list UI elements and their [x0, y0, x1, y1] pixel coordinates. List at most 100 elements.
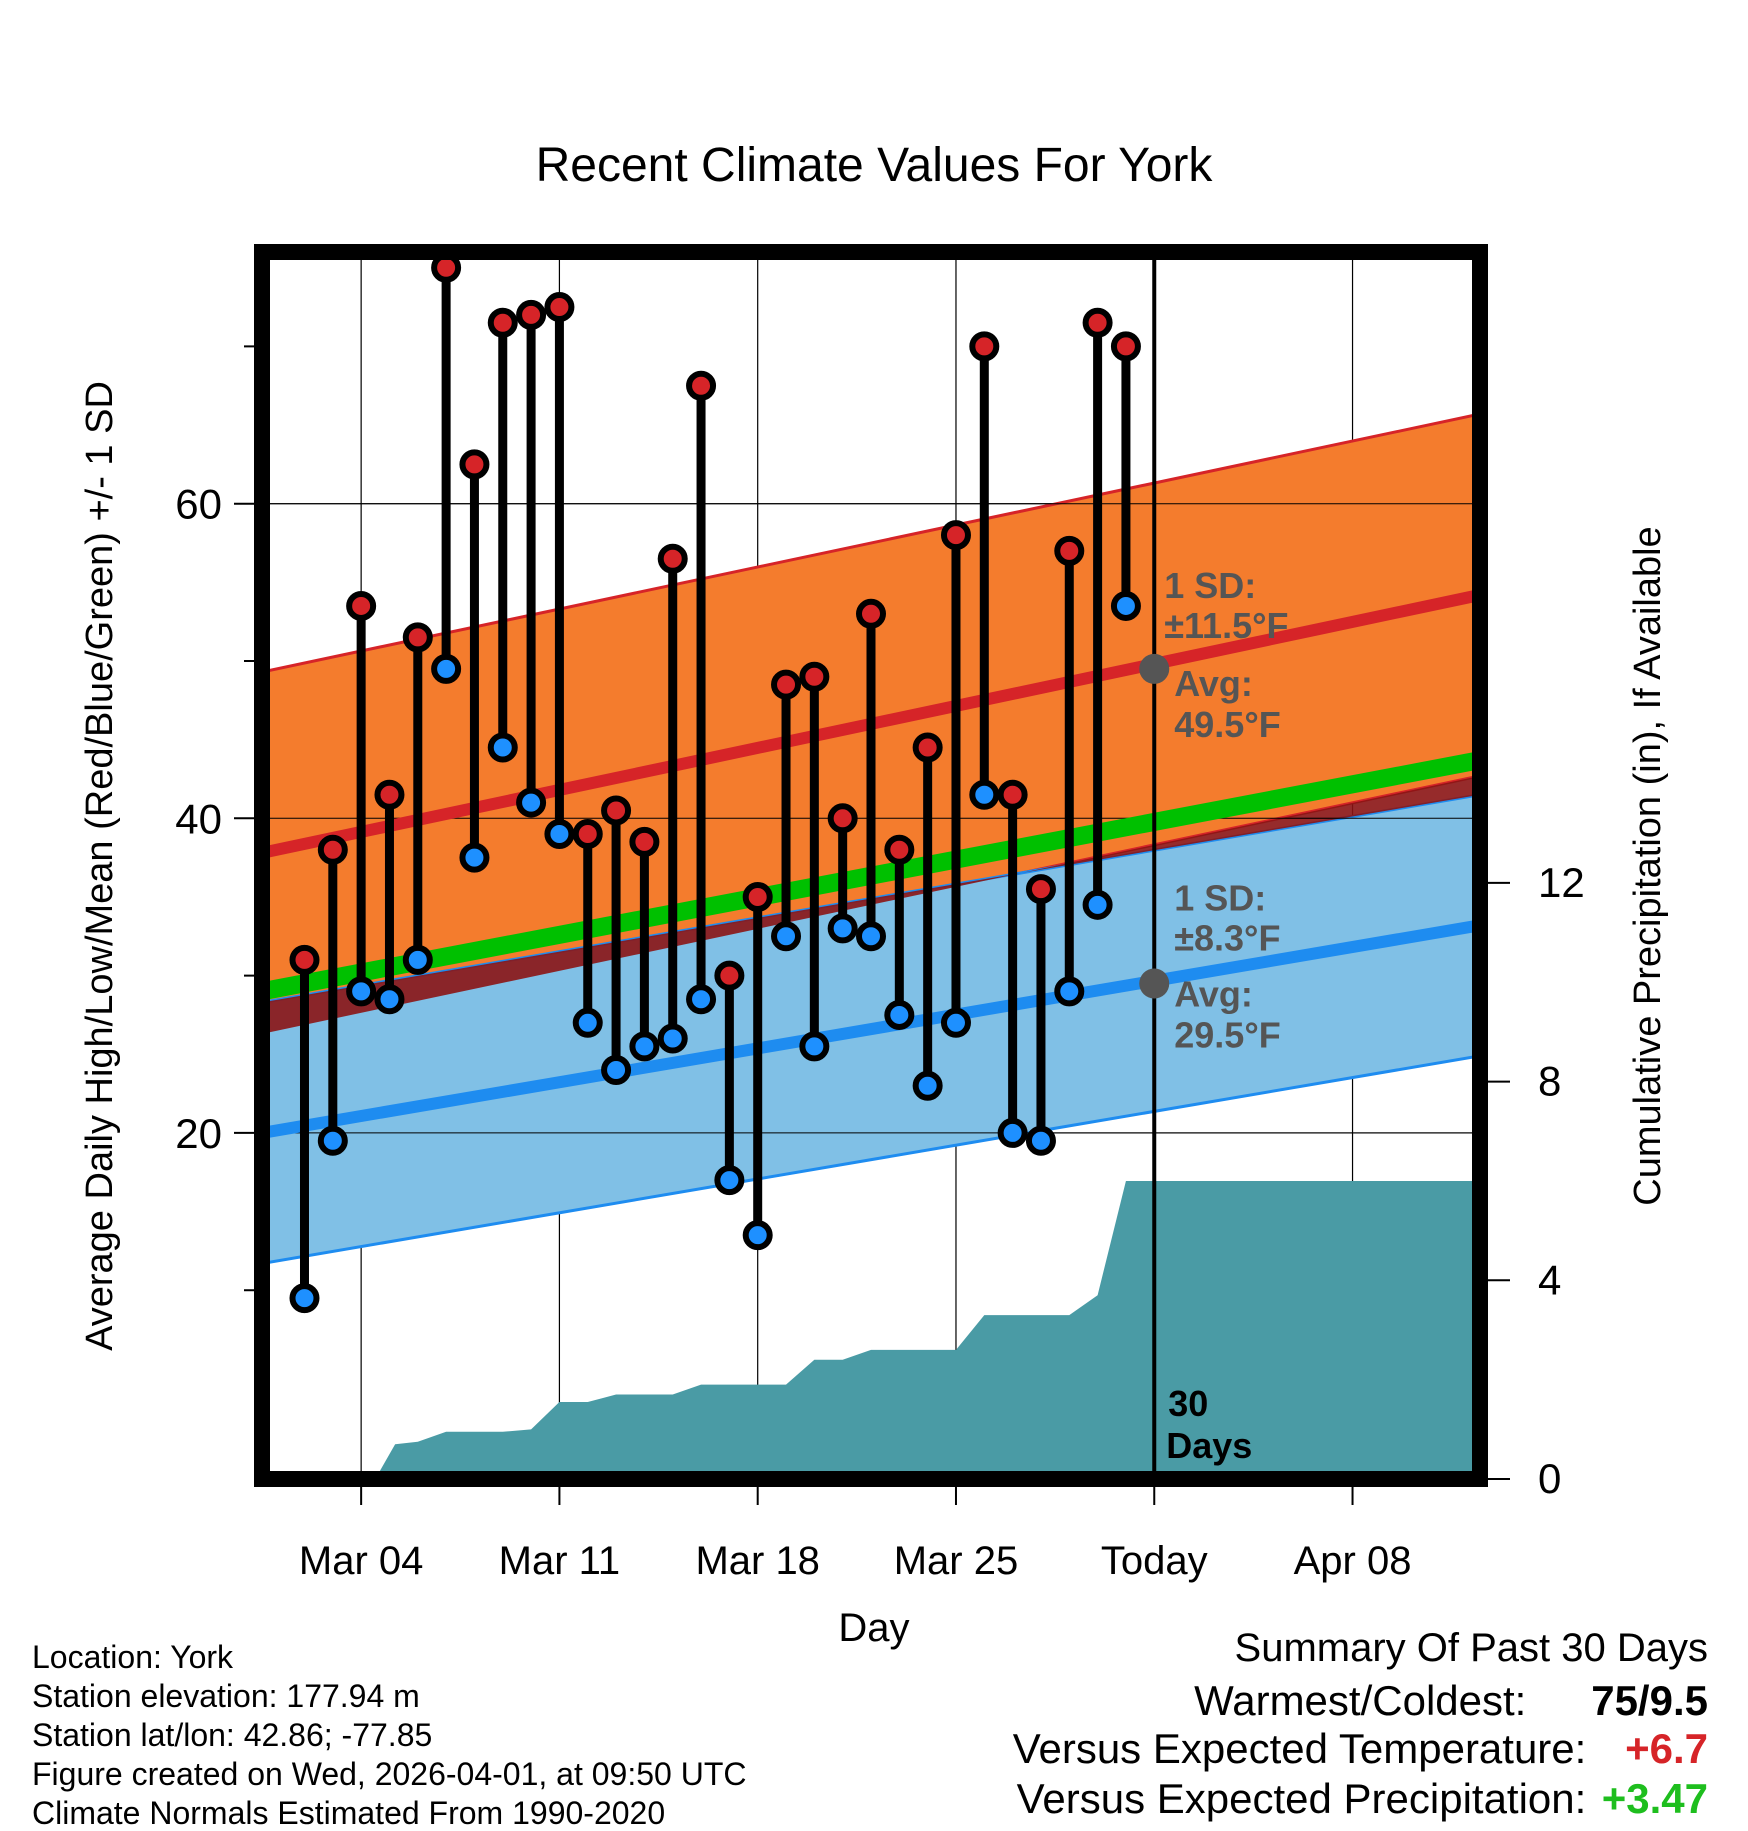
daily-high-point — [544, 292, 575, 323]
daily-high-point — [969, 331, 1000, 362]
daily-high-point — [884, 834, 915, 865]
daily-high-point — [346, 590, 377, 621]
y-tick-label: 20 — [175, 1110, 222, 1157]
daily-high-point — [601, 795, 632, 826]
summary-temp-value: +6.7 — [1625, 1725, 1708, 1772]
x-tick-label: Mar 18 — [695, 1539, 820, 1583]
daily-low-point — [374, 984, 405, 1015]
x-tick-label: Today — [1101, 1539, 1208, 1583]
y2-axis-label: Cumulative Precipitation (in), If Availa… — [1627, 526, 1669, 1205]
y-tick-label: 40 — [175, 795, 222, 842]
plot-frame — [254, 244, 1488, 1487]
precip-area — [375, 1180, 1480, 1479]
high-avg-marker — [1139, 653, 1170, 684]
daily-low-point — [714, 1165, 745, 1196]
daily-high-point — [516, 299, 547, 330]
daily-high-point — [799, 661, 830, 692]
daily-high-point — [317, 834, 348, 865]
daily-low-point — [827, 913, 858, 944]
normal-low-line — [262, 919, 1480, 1139]
daily-low-point — [516, 787, 547, 818]
daily-low-point — [1082, 889, 1113, 920]
x-tick-label: Apr 08 — [1294, 1539, 1412, 1583]
low-sd-label: 1 SD: — [1174, 877, 1266, 918]
daily-low-point — [969, 779, 1000, 810]
y2-tick-label: 12 — [1538, 859, 1585, 906]
daily-low-point — [912, 1070, 943, 1101]
days-number-label: 30 — [1168, 1383, 1208, 1424]
location-text: Location: York — [32, 1639, 234, 1675]
x-axis-label: Day — [838, 1606, 909, 1650]
normals-text: Climate Normals Estimated From 1990-2020 — [32, 1795, 666, 1831]
created-text: Figure created on Wed, 2026-04-01, at 09… — [32, 1756, 747, 1792]
days-word-label: Days — [1166, 1425, 1252, 1466]
summary-warmest: Warmest/Coldest: 75/9.5 — [1194, 1680, 1708, 1722]
daily-low-point — [856, 921, 886, 952]
summary-warmest-label: Warmest/Coldest: — [1194, 1677, 1527, 1724]
daily-high-point — [912, 732, 943, 763]
daily-high-point — [402, 622, 433, 653]
daily-low-point — [657, 1023, 688, 1054]
x-tick-label: Mar 11 — [499, 1539, 621, 1583]
low-sd-band-lower-edge — [262, 1054, 1480, 1265]
summary-precip: Versus Expected Precipitation: +3.47 — [1017, 1778, 1708, 1820]
latlon-text: Station lat/lon: 42.86; -77.85 — [32, 1717, 433, 1753]
daily-high-point — [997, 779, 1028, 810]
daily-high-point — [374, 779, 405, 810]
daily-low-point — [742, 1220, 773, 1251]
daily-low-point — [771, 921, 802, 952]
daily-low-point — [487, 732, 518, 763]
chart-title: Recent Climate Values For York — [536, 139, 1214, 192]
daily-high-point — [742, 881, 773, 912]
daily-high-point — [289, 944, 320, 975]
y2-tick-label: 8 — [1538, 1058, 1561, 1105]
daily-high-point — [657, 543, 688, 574]
high-avg-value: 49.5°F — [1174, 704, 1280, 745]
daily-high-point — [1054, 535, 1085, 566]
y2-tick-label: 0 — [1538, 1455, 1561, 1502]
daily-low-point — [1054, 976, 1085, 1007]
daily-high-point — [1110, 331, 1141, 362]
daily-high-point — [629, 826, 660, 857]
daily-high-point — [1025, 874, 1056, 905]
daily-high-point — [856, 598, 886, 629]
daily-high-point — [1082, 307, 1113, 338]
daily-low-point — [1110, 590, 1141, 621]
daily-low-point — [317, 1125, 348, 1156]
daily-high-point — [827, 803, 858, 834]
daily-high-point — [714, 960, 745, 991]
daily-low-point — [289, 1283, 320, 1314]
y2-tick-label: 4 — [1538, 1256, 1561, 1303]
daily-high-point — [771, 669, 802, 700]
daily-low-point — [686, 984, 717, 1015]
daily-low-point — [459, 842, 490, 873]
daily-high-point — [487, 307, 518, 338]
high-sd-band-upper-edge — [262, 412, 1480, 674]
daily-high-point — [459, 449, 490, 480]
daily-high-point — [940, 520, 971, 551]
low-avg-marker — [1139, 968, 1170, 999]
daily-low-point — [940, 1007, 971, 1038]
daily-low-point — [572, 1007, 603, 1038]
daily-low-point — [346, 976, 377, 1007]
daily-low-point — [431, 653, 462, 684]
summary-warmest-value: 75/9.5 — [1591, 1677, 1708, 1724]
low-avg-value: 29.5°F — [1174, 1014, 1280, 1055]
daily-low-point — [884, 999, 915, 1030]
daily-low-point — [629, 1031, 660, 1062]
summary-precip-label: Versus Expected Precipitation: — [1016, 1775, 1587, 1822]
y-axis-label: Average Daily High/Low/Mean (Red/Blue/Gr… — [79, 381, 121, 1351]
elevation-text: Station elevation: 177.94 m — [32, 1678, 420, 1714]
daily-low-point — [402, 944, 433, 975]
summary-temp-label: Versus Expected Temperature: — [1012, 1725, 1587, 1772]
y-tick-label: 60 — [175, 481, 222, 528]
low-sd-value: ±8.3°F — [1174, 917, 1280, 958]
x-tick-label: Mar 25 — [894, 1539, 1019, 1583]
high-sd-value: ±11.5°F — [1164, 605, 1288, 646]
summary-precip-value: +3.47 — [1601, 1775, 1708, 1822]
summary-title: Summary Of Past 30 Days — [1234, 1626, 1708, 1670]
daily-high-point — [686, 370, 717, 401]
x-tick-label: Mar 04 — [299, 1539, 424, 1583]
daily-low-point — [1025, 1125, 1056, 1156]
